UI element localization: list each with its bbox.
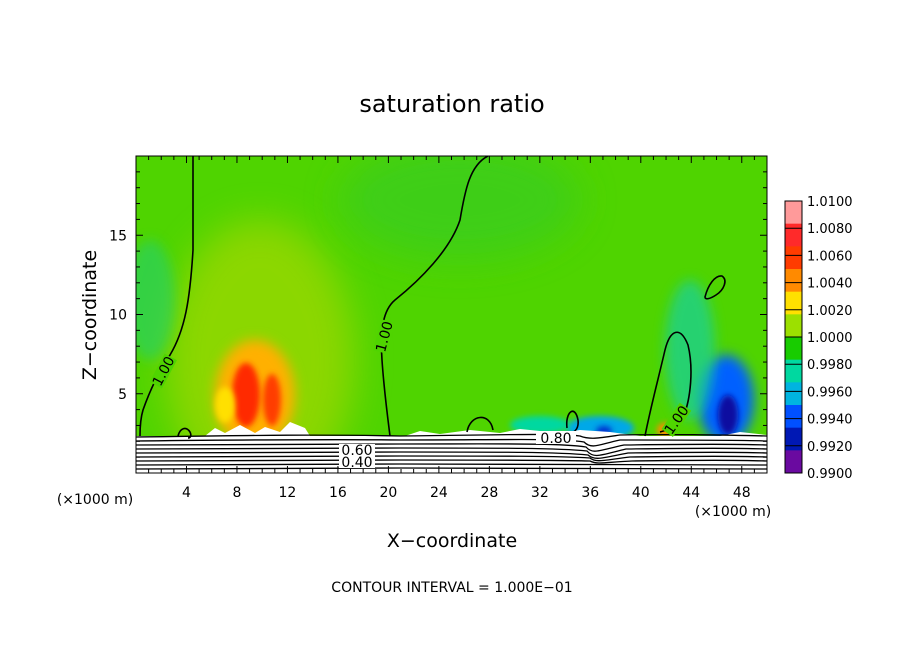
y-axis-label: Z−coordinate [79,250,101,380]
colorbar-label: 0.9960 [807,385,853,400]
colorbar-swatch [785,337,802,361]
y-tick-label: 15 [109,228,127,244]
moist-region-upper [340,156,580,260]
unity-contours [139,156,726,439]
contour-label-bg [339,456,375,468]
colorbar-label: 0.9940 [807,413,853,428]
chart-title: saturation ratio [359,90,544,118]
contour-loop-x28 [466,416,494,433]
contour-label-040: 0.40 [339,455,375,471]
dry-core-right [718,395,738,435]
feature-core-red [232,363,260,427]
feature-yellow-left [215,387,235,423]
y-axis-ticks [136,171,767,458]
x-axis-label: X−coordinate [387,530,517,552]
contour-label-text: 1.00 [373,320,397,354]
terrain-fill [136,436,767,473]
contour-label-bg [373,319,395,354]
x-tick-label: 36 [581,485,599,501]
teal-region-right [665,280,715,420]
colorbar-swatch [785,382,802,406]
x-tick-label: 8 [232,485,241,501]
contour-label-080: 0.80 [536,431,576,447]
x-tick-label: 24 [430,485,448,501]
contour-label-bg [149,353,177,389]
colorbar-label: 1.0020 [807,304,853,319]
colorbar-swatch [785,246,802,270]
colorbar-swatch [785,359,802,383]
colorbar-ticks [785,200,802,474]
x-axis: 4 8 12 16 20 24 28 32 36 40 44 48 [148,156,755,501]
y-axis: 5 10 15 [109,171,767,458]
colorbar-label: 1.0000 [807,331,853,346]
x-tick-label: 32 [531,485,549,501]
y-axis-tick-labels: 5 10 15 [109,228,127,403]
colorbar-swatch [785,450,802,474]
contour-label-bg [661,402,692,437]
x-axis-tick-labels: 4 8 12 16 20 24 28 32 36 40 44 48 [182,485,751,501]
colorbar-label: 1.0080 [807,222,853,237]
y-tick-label: 10 [109,308,127,324]
feature-core-red-2 [263,374,281,426]
y-tick-label: 5 [118,387,127,403]
x-tick-label: 48 [733,485,751,501]
contour-label-text: 0.80 [540,431,571,447]
x-tick-label: 28 [480,485,498,501]
colorbar-label: 0.9900 [807,467,853,482]
colorbar-swatch [785,314,802,338]
x-tick-label: 4 [182,485,191,501]
contour-small-loop-top-right [704,275,726,300]
colorbar: 1.0100 1.0080 1.0060 1.0040 1.0020 1.0000 0.99… [784,195,853,482]
colorbar-swatch [785,223,802,247]
x-tick-label: 40 [632,485,650,501]
colorbar-label: 0.9980 [807,358,853,373]
colorbar-label: 1.0040 [807,277,853,292]
contour-loop-x4 [177,427,192,439]
colorbar-swatches [785,201,802,474]
x-tick-label: 16 [329,485,347,501]
colorbar-labels: 1.0100 1.0080 1.0060 1.0040 1.0020 1.0000 0.99… [807,195,853,482]
contour-label-060: 0.60 [339,443,375,459]
contour-middle [380,156,489,437]
x-axis-ticks [148,156,755,473]
colorbar-swatch [785,201,802,225]
teal-region-left [136,240,175,360]
colorbar-swatch [785,291,802,315]
x-tick-label: 44 [682,485,700,501]
plot-area: 1.00 1.00 1.00 0.60 0.40 0.80 [136,156,767,473]
x-unit-right: (×1000 m) [695,504,771,520]
contour-label-bg [339,444,375,456]
x-unit-left: (×1000 m) [57,492,133,508]
contour-label-bg [536,431,576,444]
contour-loop-x34 [565,410,579,433]
contour-interval-note: CONTOUR INTERVAL = 1.000E−01 [331,580,572,596]
x-tick-label: 20 [379,485,397,501]
contour-label-text: 0.60 [341,443,372,459]
colorbar-swatch [785,427,802,451]
contour-label-middle: 1.00 [373,319,397,354]
colorbar-label: 1.0100 [807,195,853,210]
colorbar-label: 1.0060 [807,249,853,264]
colorbar-label: 0.9920 [807,440,853,455]
colorbar-swatch [785,269,802,293]
colorbar-swatch [785,405,802,429]
x-tick-label: 12 [279,485,297,501]
contour-label-text: 0.40 [341,455,372,471]
